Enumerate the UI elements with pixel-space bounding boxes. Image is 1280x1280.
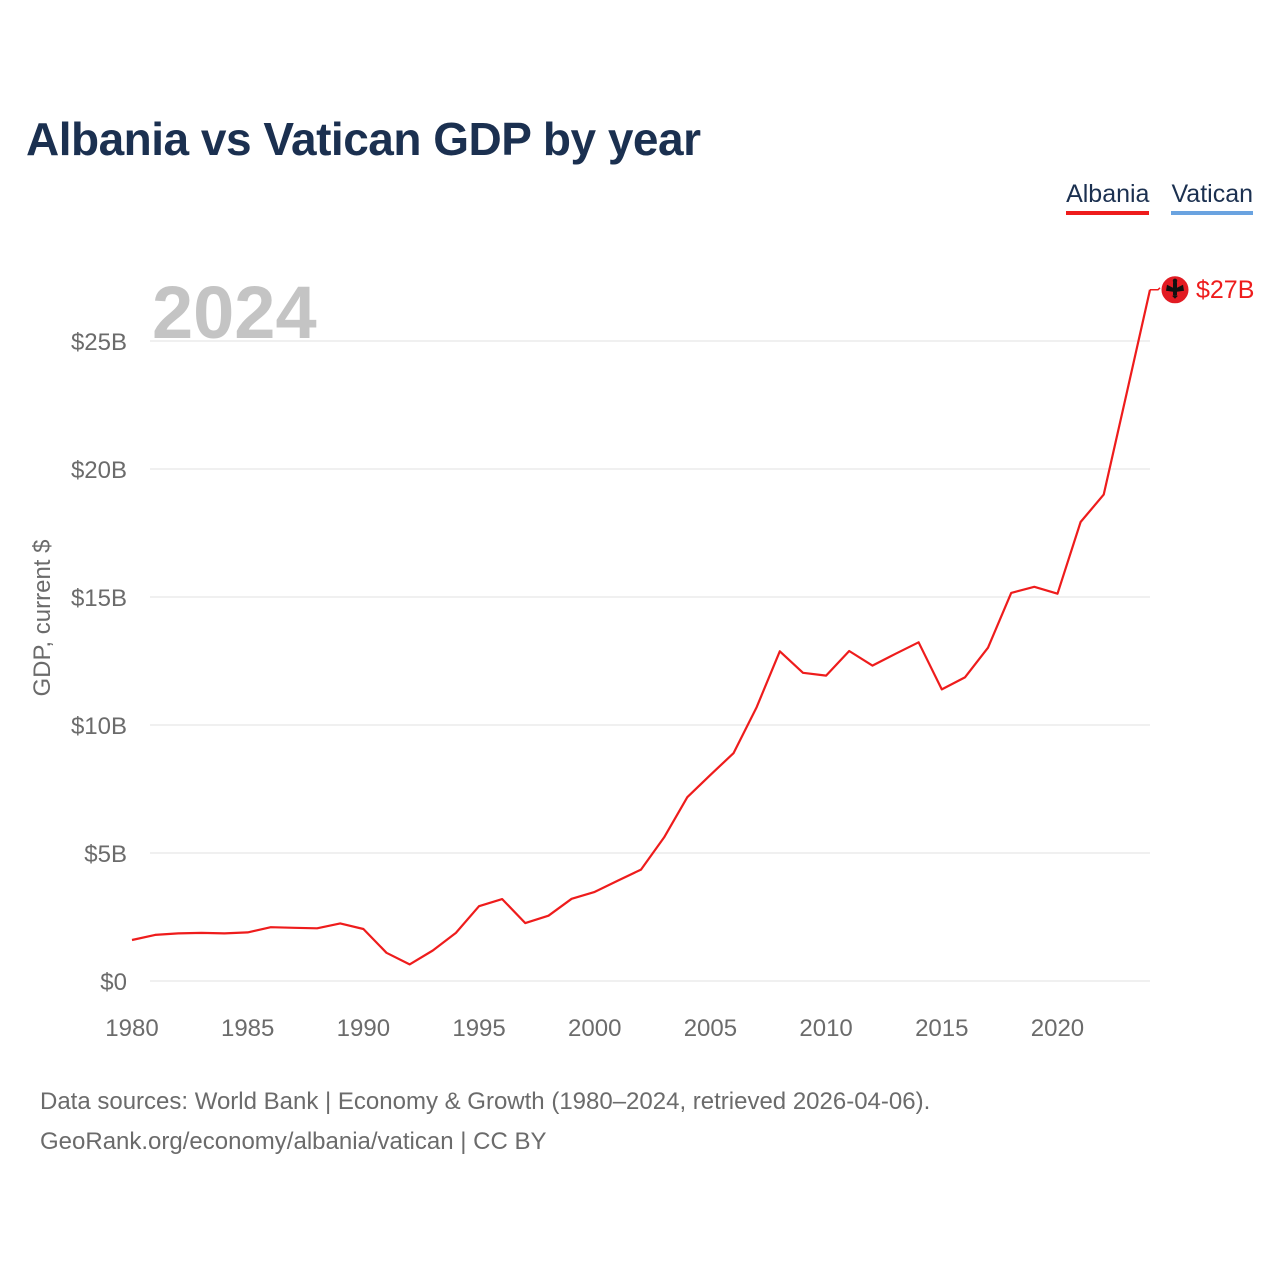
y-tick-label: $5B — [84, 841, 127, 868]
source-line-1: Data sources: World Bank | Economy & Gro… — [40, 1088, 931, 1115]
series-line-albania — [131, 289, 1152, 966]
end-value-label: $27B — [1196, 276, 1254, 304]
chart-title: Albania vs Vatican GDP by year — [26, 113, 701, 165]
y-tick-label: $10B — [71, 713, 127, 740]
y-tick-label: $20B — [71, 457, 127, 484]
albania-flag-icon — [1160, 275, 1190, 305]
legend-item-albania[interactable]: Albania — [1066, 180, 1150, 215]
x-tick-label: 1980 — [105, 1015, 158, 1042]
x-tick-label: 2020 — [1031, 1015, 1084, 1042]
x-tick-label: 1990 — [337, 1015, 390, 1042]
x-tick-label: 2000 — [568, 1015, 621, 1042]
end-connector — [1150, 287, 1161, 291]
y-axis-label: GDP, current $ — [29, 540, 56, 697]
x-tick-label: 2015 — [915, 1015, 968, 1042]
x-tick-label: 2005 — [684, 1015, 737, 1042]
y-axis-ticks: $0 $5B $10B $15B $20B $25B — [71, 329, 127, 996]
legend-item-vatican[interactable]: Vatican — [1171, 180, 1253, 215]
x-tick-label: 1985 — [221, 1015, 274, 1042]
x-tick-label: 1995 — [452, 1015, 505, 1042]
y-tick-label: $0 — [100, 969, 127, 996]
source-note: Data sources: World Bank | Economy & Gro… — [40, 1082, 930, 1162]
source-line-2[interactable]: GeoRank.org/economy/albania/vatican | CC… — [40, 1128, 547, 1155]
y-tick-label: $25B — [71, 329, 127, 356]
gridlines — [150, 340, 1150, 982]
year-watermark: 2024 — [152, 271, 317, 354]
legend: Albania Vatican — [1066, 180, 1253, 215]
x-axis-ticks: 1980 1985 1990 1995 2000 2005 2010 2015 2020 — [105, 1015, 1084, 1042]
y-tick-label: $15B — [71, 585, 127, 612]
gdp-line-chart: 2024 $0$5B$10B$15B$20B$25B 1980 1985 1990 1… — [29, 271, 1254, 1042]
series-layer — [131, 287, 1161, 966]
x-tick-label: 2010 — [799, 1015, 852, 1042]
